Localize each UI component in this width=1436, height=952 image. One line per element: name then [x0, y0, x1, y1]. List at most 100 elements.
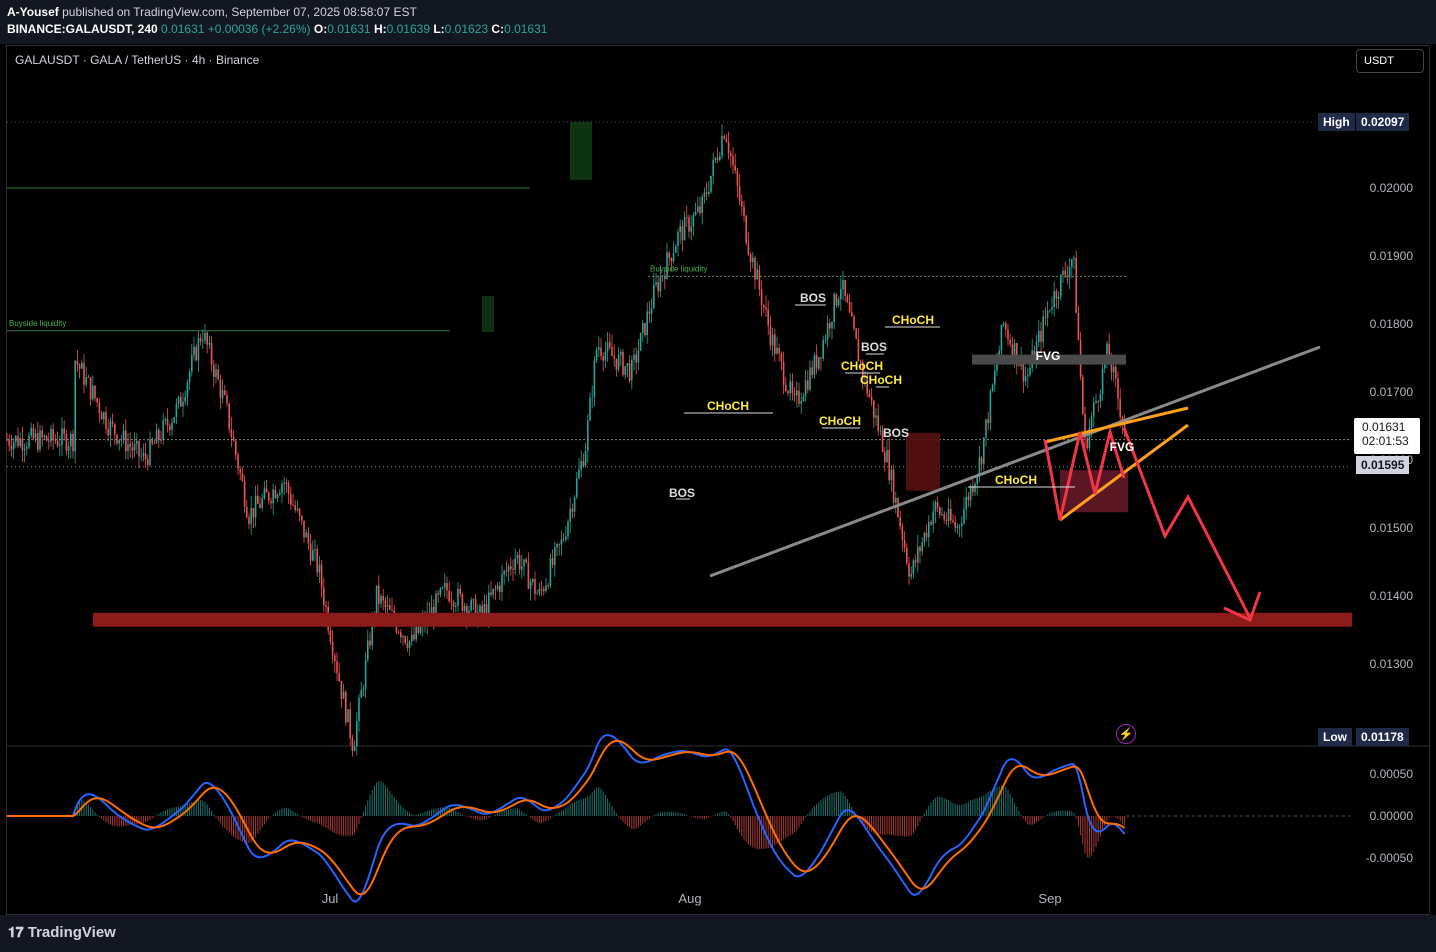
candle-body: [400, 632, 402, 638]
candle-body: [70, 433, 72, 447]
candle-body: [125, 430, 127, 452]
currency-button[interactable]: USDT: [1356, 49, 1424, 73]
candle-body: [994, 370, 996, 385]
candle-body: [1077, 312, 1080, 340]
choch-label: CHoCH: [707, 399, 749, 413]
candle-body: [1013, 343, 1016, 357]
candle-body: [947, 508, 950, 522]
candle-body: [514, 558, 516, 570]
candle-body: [129, 444, 131, 448]
candle-body: [34, 433, 37, 439]
candle-body: [204, 332, 206, 341]
author-name[interactable]: A-Yousef: [7, 5, 59, 19]
candle-body: [771, 334, 774, 346]
high-tag: High: [1318, 113, 1355, 131]
candle-body: [813, 354, 816, 376]
candle-body: [279, 493, 281, 495]
candle-body: [466, 606, 468, 618]
candle-body: [191, 355, 193, 372]
candle-body: [963, 508, 965, 524]
candle-body: [37, 433, 39, 450]
candle-body: [494, 588, 497, 590]
candle-body: [41, 430, 43, 438]
candle-body: [1057, 296, 1060, 299]
candle-body: [521, 566, 523, 570]
candle-body: [274, 489, 277, 499]
candle-body: [1093, 402, 1095, 417]
candle-body: [1009, 339, 1011, 345]
candle-body: [668, 252, 670, 258]
candle-body: [54, 439, 57, 441]
candle-body: [538, 588, 541, 594]
candle-body: [934, 502, 937, 512]
candle-body: [437, 593, 439, 595]
candle-body: [347, 709, 349, 723]
candle-body: [857, 338, 860, 362]
candle-body: [626, 363, 629, 367]
open-label: O:: [313, 22, 328, 36]
candle-body: [120, 439, 123, 441]
candle-body: [1073, 258, 1075, 260]
candle-body: [741, 201, 743, 207]
macd-tick-label: 0.00000: [1370, 809, 1414, 823]
candle-body: [800, 401, 802, 404]
candle-body: [1035, 342, 1038, 362]
candle-body: [884, 452, 886, 462]
y-tick-label: 0.01700: [1370, 385, 1414, 399]
candle-body: [252, 507, 255, 518]
candle-body: [217, 369, 219, 380]
candle-body: [886, 449, 888, 462]
candle-body: [67, 446, 70, 451]
candle-body: [958, 525, 961, 527]
candle-body: [925, 532, 928, 538]
candle-body: [195, 346, 197, 361]
candle-body: [501, 574, 503, 592]
candle-body: [510, 566, 512, 569]
candle-body: [1115, 366, 1117, 379]
candle-body: [63, 428, 65, 434]
candle-body: [404, 636, 406, 643]
candle-body: [758, 269, 761, 290]
candle-body: [637, 350, 640, 363]
candle-body: [708, 191, 710, 195]
candle-body: [323, 587, 325, 606]
alert-bolt-icon[interactable]: ⚡: [1116, 724, 1136, 744]
candle-body: [151, 439, 153, 444]
candle-body: [745, 215, 747, 244]
candle-body: [705, 192, 708, 195]
candle-body: [1106, 343, 1108, 363]
candle-body: [833, 293, 835, 323]
candle-body: [921, 541, 923, 552]
last-price: 0.01631: [161, 22, 205, 36]
candle-body: [241, 472, 244, 482]
candle-body: [435, 593, 437, 619]
footer-bar: [0, 915, 1436, 952]
candle-body: [591, 396, 593, 398]
candle-body: [415, 626, 417, 640]
tradingview-logo[interactable]: 𝟏𝟕 TradingView: [8, 924, 116, 941]
candle-body: [912, 560, 915, 574]
fvg-zone: [972, 354, 1126, 365]
candle-body: [703, 192, 706, 197]
candle-body: [919, 547, 921, 552]
candle-body: [281, 483, 283, 494]
signal-line: [7, 739, 1126, 896]
choch-label: CHoCH: [819, 414, 861, 428]
candle-body: [1005, 323, 1007, 330]
candle-body: [690, 226, 692, 232]
candle-body: [923, 532, 926, 542]
candle-body: [906, 547, 908, 564]
candle-body: [765, 307, 767, 310]
candle-body: [23, 448, 26, 451]
candle-body: [1097, 401, 1099, 402]
candle-body: [285, 483, 288, 484]
candle-body: [683, 216, 686, 241]
x-tick-label: Aug: [678, 891, 701, 906]
candle-body: [254, 495, 257, 518]
candle-body: [356, 721, 358, 747]
candle-body: [32, 428, 35, 439]
candle-body: [331, 641, 334, 656]
candle-body: [928, 521, 930, 538]
candle-body: [316, 549, 318, 573]
